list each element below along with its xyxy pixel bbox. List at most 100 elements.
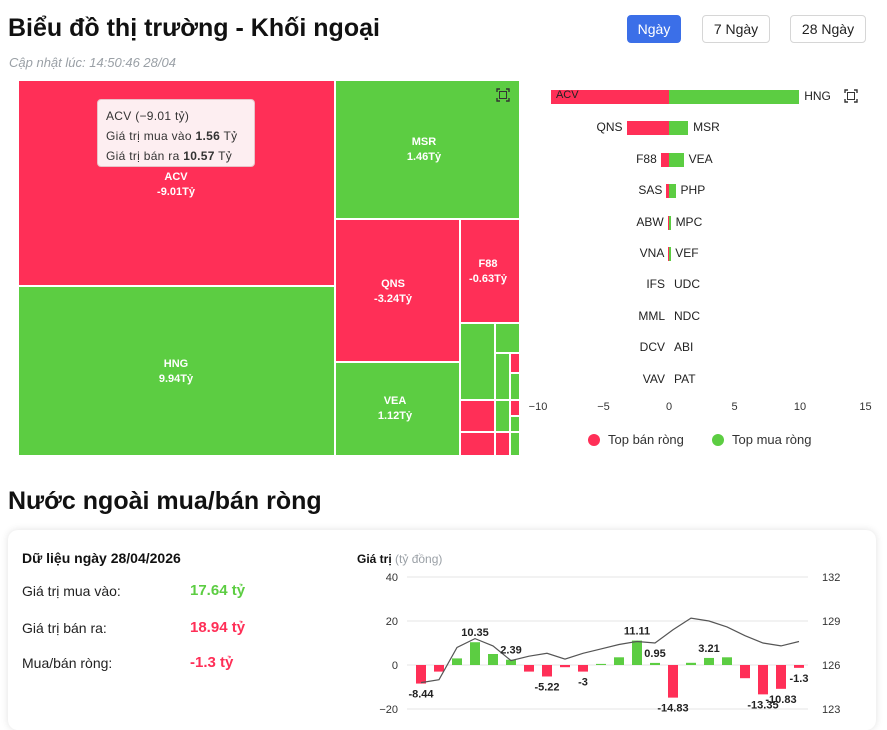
bar-value-label: -10.83 [765, 694, 796, 706]
sell-bar-acv[interactable] [550, 90, 669, 104]
treemap-tile-small[interactable] [510, 400, 520, 416]
buy-bar-vea[interactable] [669, 152, 684, 167]
fullscreen-icon[interactable] [496, 88, 510, 102]
buy-bar-mpc[interactable] [669, 215, 671, 230]
buy-bar-vef[interactable] [669, 247, 671, 261]
y-tick-label: −20 [379, 704, 398, 716]
treemap-tile-small[interactable] [510, 416, 520, 432]
range-button-28-days[interactable]: 28 Ngày [790, 15, 866, 43]
buy-ticker-label: ABI [674, 340, 694, 355]
bar-value-label: -14.83 [657, 703, 688, 715]
treemap-tile-small[interactable] [495, 400, 510, 432]
treemap-tile-small[interactable] [460, 400, 495, 432]
net-bar [614, 657, 624, 665]
treemap-label-hng: HNG 9.94Tỷ [158, 358, 194, 385]
bar-value-label: -1.3 [790, 673, 809, 685]
buy-ticker-label: UDC [674, 277, 700, 292]
treemap-label-acv: ACV -9.01Tỷ [157, 171, 195, 198]
treemap-tile-msr[interactable] [335, 80, 520, 219]
net-bar [758, 665, 768, 695]
tooltip-title: ACV (−9.01 tỷ) [106, 109, 190, 123]
net-bar [722, 657, 732, 665]
legend-sell[interactable]: Top bán ròng [588, 432, 684, 447]
sell-bar-qns[interactable] [626, 121, 669, 136]
sell-ticker-label: F88 [636, 151, 657, 166]
buy-bar-msr[interactable] [669, 121, 689, 136]
x-tick-label: 0 [665, 401, 673, 413]
treemap-label-msr: MSR 1.46Tỷ [406, 136, 442, 163]
bar-value-label: -8.44 [408, 689, 434, 701]
treemap-tile-small[interactable] [460, 323, 495, 400]
net-bar [578, 665, 588, 672]
treemap-tile-small[interactable] [495, 432, 510, 456]
treemap-tile-hng[interactable] [18, 286, 335, 456]
sell-bar-f88[interactable] [660, 152, 669, 167]
buy-ticker-label: PHP [680, 183, 706, 198]
treemap-tile-small[interactable] [510, 353, 520, 373]
treemap-tile-vea[interactable] [335, 362, 460, 456]
net-bar [506, 659, 516, 665]
sell-ticker-label: DCV [639, 340, 665, 355]
chart-ylabel: Giá trị (tỷ đồng) [357, 552, 443, 566]
net-bar [470, 642, 480, 665]
net-bar [560, 665, 570, 668]
tooltip-sell-row: Giá trị bán ra 10.57 Tỷ [106, 149, 233, 163]
section-title-net: Nước ngoài mua/bán ròng [8, 487, 322, 515]
net-date-title: Dữ liệu ngày 28/04/2026 [22, 550, 181, 566]
sell-ticker-label: VAV [642, 371, 665, 386]
sell-ticker-label: QNS [596, 120, 623, 135]
buy-ticker-label: VEF [675, 246, 699, 260]
net-flow-chart: 40 20 0 −20 132 129 126 123 -8.44 10.35 2.39 -5.22 -… [379, 572, 840, 716]
sell-ticker-label: MML [638, 308, 665, 323]
fullscreen-icon[interactable] [844, 89, 858, 103]
y-tick-label: 0 [392, 660, 398, 672]
sell-value: 18.94 tỷ [190, 619, 246, 636]
sell-bar-abw[interactable] [667, 215, 669, 230]
treemap-tile-qns[interactable] [335, 219, 460, 362]
sell-value-label: Giá trị bán ra: [22, 620, 107, 636]
treemap-tile-small[interactable] [510, 373, 520, 400]
net-bar [488, 654, 498, 665]
treemap-tile-f88[interactable] [460, 219, 520, 323]
range-button-day[interactable]: Ngày [627, 15, 681, 43]
buy-ticker-label: MPC [675, 214, 703, 229]
buy-bar-hng[interactable] [669, 90, 800, 104]
sell-bar-sas[interactable] [666, 184, 669, 199]
net-bar [650, 662, 660, 665]
legend-buy-dot [712, 433, 724, 446]
buy-ticker-label: MSR [693, 120, 720, 135]
net-bar [740, 665, 750, 679]
net-bar [704, 657, 714, 665]
net-value-label: Mua/bán ròng: [22, 655, 113, 671]
sell-bar-vna[interactable] [667, 247, 669, 261]
y-tick-label: 20 [386, 616, 398, 628]
legend-buy[interactable]: Top mua ròng [712, 432, 812, 447]
net-bar [668, 665, 678, 698]
net-bar [596, 663, 606, 665]
buy-ticker-label: VEA [688, 151, 713, 166]
net-bar [632, 640, 642, 665]
buy-bar-php[interactable] [669, 184, 676, 199]
treemap-tile-small[interactable] [510, 432, 520, 456]
update-timestamp: Cập nhật lúc: 14:50:46 28/04 [9, 55, 176, 70]
bar-value-label: -3 [578, 677, 588, 689]
y2-tick-label: 126 [822, 660, 840, 672]
net-bar [524, 665, 534, 672]
sell-ticker-label: ABW [636, 214, 664, 229]
treemap-tile-small[interactable] [495, 353, 510, 400]
bar-value-label: -5.22 [534, 681, 559, 693]
buy-ticker-label: HNG [804, 89, 831, 103]
tooltip-buy-row: Giá trị mua vào 1.56 Tỷ [106, 129, 238, 143]
treemap-tile-small[interactable] [460, 432, 495, 456]
y2-tick-label: 129 [822, 616, 840, 628]
net-bar [542, 665, 552, 677]
range-button-7-days[interactable]: 7 Ngày [702, 15, 770, 43]
treemap-tile-small[interactable] [495, 323, 520, 353]
net-bar [434, 665, 444, 672]
y2-tick-label: 123 [822, 704, 840, 716]
bar-value-label: 0.95 [644, 648, 665, 660]
net-bar [416, 665, 426, 684]
y2-tick-label: 132 [822, 572, 840, 584]
treemap-label-qns: QNS -3.24Tỷ [374, 278, 412, 305]
x-tick-label: −5 [597, 401, 610, 413]
